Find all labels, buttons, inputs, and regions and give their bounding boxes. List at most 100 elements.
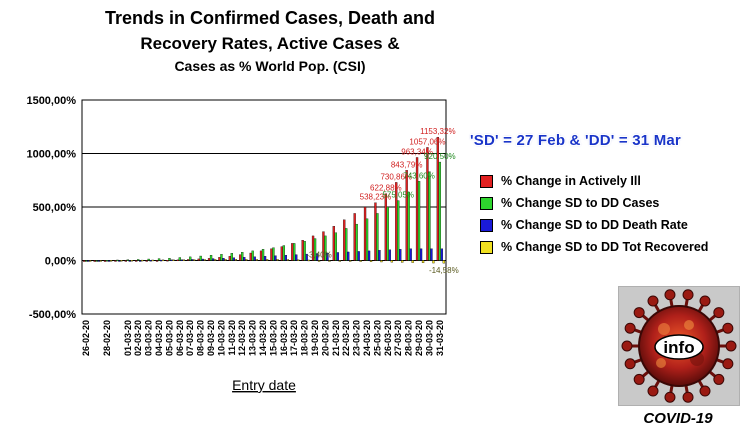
bar [191, 259, 194, 261]
bar [438, 161, 442, 261]
bar [168, 257, 171, 261]
legend-label-actively-ill: % Change in Actively Ill [501, 174, 641, 188]
virus-spike-tip [699, 295, 711, 307]
virus-spike-tip [682, 289, 694, 301]
bar [155, 260, 159, 262]
legend-swatch-cases [480, 196, 493, 210]
bar [442, 260, 446, 264]
x-tick-label: 05-03-20 [164, 320, 174, 356]
bar [380, 260, 383, 263]
x-tick-label: 20-03-20 [320, 320, 330, 356]
bar [99, 260, 102, 262]
bar [317, 260, 321, 262]
virus-spike-tip [682, 391, 694, 403]
x-tick-label: 29-03-20 [414, 320, 424, 356]
bar [432, 260, 435, 264]
bar [130, 260, 134, 262]
bar [97, 260, 100, 262]
virus-spike-tip [621, 340, 633, 352]
virus-spike-tip [713, 307, 725, 319]
bar [374, 202, 377, 261]
x-tick-label: 28-02-20 [102, 320, 112, 356]
x-tick-label: 26-02-20 [81, 320, 91, 356]
bar [222, 257, 225, 261]
bar [220, 254, 223, 261]
chart-title-line-1: Trends in Confirmed Cases, Death and [104, 8, 436, 28]
x-tick-label: 10-03-20 [216, 320, 226, 356]
virus-spike-tip [713, 373, 725, 385]
bar [161, 259, 165, 262]
x-tick-label: 23-03-20 [352, 320, 362, 356]
legend-label-death-rate: % Change SD to DD Death Rate [501, 218, 688, 232]
bar [137, 259, 140, 261]
bar [291, 243, 294, 261]
bar [172, 259, 175, 261]
x-tick-label: 24-03-20 [362, 320, 372, 356]
bar [255, 259, 258, 261]
bar [343, 219, 346, 261]
bar [139, 260, 142, 262]
bar [230, 253, 234, 261]
bar [440, 248, 444, 261]
bar [180, 259, 184, 261]
x-tick-label: 16-03-20 [279, 320, 289, 356]
data-label: 1153,32% [420, 127, 455, 136]
bar [114, 260, 117, 262]
bar [428, 171, 431, 261]
bar [357, 251, 360, 261]
legend-swatch-recovered [480, 240, 493, 254]
bar [189, 256, 192, 261]
bar [388, 249, 392, 261]
bar [301, 240, 304, 261]
bar [367, 250, 371, 261]
bar [430, 248, 433, 261]
virus-spike-tip [722, 322, 734, 334]
bar [397, 200, 400, 261]
legend-swatch-death-rate [480, 218, 493, 232]
bar [365, 218, 369, 261]
legend-label-cases: % Change SD to DD Cases [501, 196, 660, 210]
bar [135, 260, 138, 262]
x-tick-label: 11-03-20 [227, 320, 237, 356]
bar [426, 147, 429, 261]
bar [249, 252, 252, 261]
bar [293, 243, 296, 261]
bar [328, 260, 331, 262]
bar [243, 257, 246, 261]
bar [417, 181, 421, 261]
bar [245, 259, 248, 261]
bar [376, 213, 379, 261]
x-tick-label: 04-03-20 [154, 320, 164, 356]
bar [116, 259, 119, 262]
bar [336, 252, 340, 261]
bar [105, 260, 109, 262]
bar [232, 257, 236, 261]
bar [93, 260, 96, 262]
bar [384, 193, 388, 261]
bar [401, 260, 404, 263]
data-label: 1057,06% [409, 137, 445, 146]
bar [103, 260, 107, 262]
bar [324, 235, 327, 261]
data-label: 843,79% [391, 160, 423, 169]
date-range-note: 'SD' = 27 Feb & 'DD' = 31 Mar [470, 132, 681, 149]
y-tick-label: 1000,00% [26, 149, 76, 161]
bar [390, 260, 394, 263]
bar [286, 259, 290, 261]
x-tick-label: 12-03-20 [237, 320, 247, 356]
virus-spike-tip [624, 322, 636, 334]
y-tick-label: 500,00% [33, 202, 77, 214]
bar [295, 254, 298, 261]
x-tick-label: 06-03-20 [175, 320, 185, 356]
y-tick-label: -500,00% [29, 309, 76, 321]
bar [124, 260, 127, 262]
bar [187, 259, 190, 261]
chart-title-line-2: Recovery Rates, Active Cases & [140, 34, 400, 53]
chart-legend: % Change in Actively Ill % Change SD to … [480, 170, 708, 258]
bar [203, 259, 206, 261]
x-tick-label: 21-03-20 [331, 320, 341, 356]
bar [303, 241, 306, 261]
data-label: 743,60% [403, 171, 435, 180]
bar [234, 259, 238, 261]
